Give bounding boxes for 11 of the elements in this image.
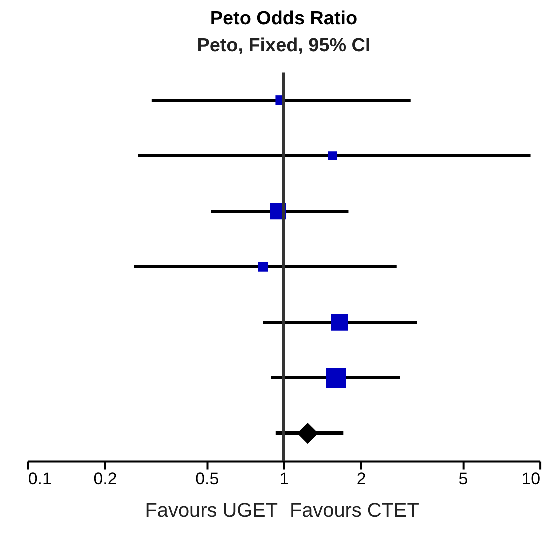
x-tick-label: 1 [280,470,290,489]
x-tick-label: 0.1 [28,470,52,489]
x-tick-label: 0.5 [196,470,220,489]
x-tick-label: 10 [522,470,541,489]
x-tick-label: 5 [458,470,468,489]
x-tick-label: 0.2 [94,470,118,489]
chart-subtitle: Peto, Fixed, 95% CI [197,35,371,56]
chart-title: Peto Odds Ratio [210,8,358,30]
x-tick-label: 2 [356,470,366,489]
text: Favours UGET [145,500,278,522]
text: Favours CTET [290,500,420,522]
